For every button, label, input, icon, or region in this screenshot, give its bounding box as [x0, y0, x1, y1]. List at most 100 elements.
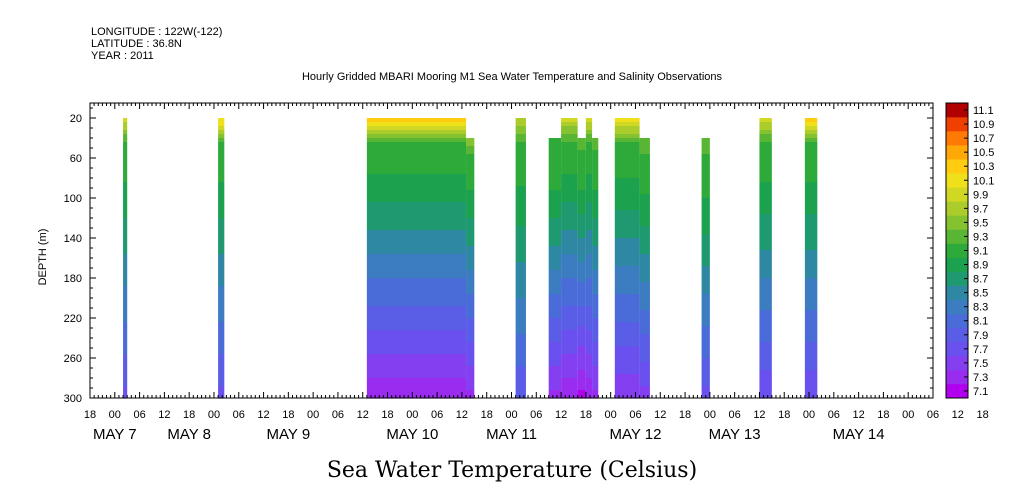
data-cell — [639, 194, 650, 199]
data-cell — [804, 294, 818, 299]
data-cell — [548, 202, 562, 207]
data-cell — [804, 118, 818, 123]
data-cell — [585, 122, 593, 127]
data-cell — [614, 334, 640, 339]
data-cell — [515, 242, 526, 247]
data-cell — [123, 230, 128, 235]
data-cell — [804, 366, 818, 371]
colorbar-cell — [946, 215, 968, 230]
data-cell — [585, 130, 593, 135]
data-cell — [614, 314, 640, 319]
data-cell — [804, 378, 818, 383]
data-cell — [701, 254, 710, 259]
data-cell — [592, 230, 599, 235]
data-cell — [515, 366, 526, 371]
data-cell — [561, 382, 578, 387]
data-cell — [515, 254, 526, 259]
data-cell — [701, 338, 710, 343]
data-cell — [561, 366, 578, 371]
data-cell — [639, 298, 650, 303]
colorbar-label: 10.1 — [973, 175, 994, 187]
data-cell — [759, 238, 772, 243]
data-cell — [585, 134, 593, 139]
data-cell — [804, 362, 818, 367]
data-cell — [123, 338, 128, 343]
data-cell — [577, 374, 586, 379]
x-tick-label: 06 — [927, 409, 939, 421]
data-cell — [218, 158, 225, 163]
data-cell — [366, 374, 467, 379]
data-cell — [639, 282, 650, 287]
data-cell — [585, 326, 593, 331]
data-cell — [639, 374, 650, 379]
data-cell — [585, 254, 593, 259]
data-cell — [577, 174, 586, 179]
data-cell — [218, 346, 225, 351]
data-cell — [592, 242, 599, 247]
data-cell — [123, 126, 128, 131]
data-cell — [701, 162, 710, 167]
data-cell — [804, 198, 818, 203]
data-cell — [218, 370, 225, 375]
colorbar-label: 9.3 — [973, 231, 988, 243]
data-cell — [585, 266, 593, 271]
data-cell — [515, 350, 526, 355]
y-tick-label: 180 — [64, 273, 82, 285]
data-cell — [123, 290, 128, 295]
data-cell — [515, 294, 526, 299]
data-cell — [366, 218, 467, 223]
data-cell — [585, 170, 593, 175]
data-cell — [466, 358, 475, 363]
data-cell — [639, 210, 650, 215]
data-cell — [366, 282, 467, 287]
data-cell — [614, 118, 640, 123]
data-cell — [639, 142, 650, 147]
data-cell — [561, 190, 578, 195]
data-cell — [466, 318, 475, 323]
data-cell — [592, 310, 599, 315]
data-cell — [585, 146, 593, 151]
x-tick-label: 06 — [133, 409, 145, 421]
data-cell — [515, 138, 526, 143]
colorbar-cell — [946, 243, 968, 258]
data-cell — [366, 122, 467, 127]
data-cell — [577, 146, 586, 151]
data-cell — [592, 294, 599, 299]
data-cell — [639, 302, 650, 307]
data-cell — [759, 262, 772, 267]
data-cell — [366, 174, 467, 179]
data-cell — [639, 290, 650, 295]
data-cell — [466, 286, 475, 291]
data-cell — [614, 178, 640, 183]
data-cell — [804, 250, 818, 255]
data-cell — [639, 250, 650, 255]
data-cell — [561, 222, 578, 227]
data-cell — [466, 378, 475, 383]
data-cell — [515, 334, 526, 339]
data-cell — [366, 366, 467, 371]
data-segment — [123, 118, 128, 399]
data-cell — [804, 166, 818, 171]
data-cell — [701, 342, 710, 347]
data-cell — [614, 262, 640, 267]
data-cell — [804, 190, 818, 195]
data-cell — [614, 350, 640, 355]
data-cell — [577, 294, 586, 299]
data-cell — [548, 246, 562, 251]
data-cell — [639, 230, 650, 235]
data-cell — [366, 162, 467, 167]
data-cell — [577, 306, 586, 311]
colorbar-cell — [946, 327, 968, 343]
data-cell — [515, 134, 526, 139]
data-cell — [701, 290, 710, 295]
data-cell — [218, 130, 225, 135]
data-cell — [123, 202, 128, 207]
data-cell — [561, 158, 578, 163]
data-cell — [701, 198, 710, 203]
y-tick-label: 100 — [64, 193, 82, 205]
data-cell — [804, 242, 818, 247]
colorbar-label: 7.5 — [973, 358, 988, 370]
data-cell — [366, 354, 467, 359]
data-cell — [123, 286, 128, 291]
data-cell — [701, 174, 710, 179]
